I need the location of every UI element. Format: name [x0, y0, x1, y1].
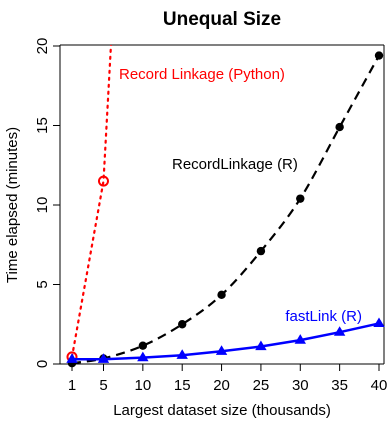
series-layer [66, 45, 385, 368]
series-line [70, 45, 113, 358]
x-tick-label: 35 [331, 377, 348, 394]
x-axis-label: Largest dataset size (thousands) [113, 402, 331, 419]
data-point [176, 349, 188, 359]
x-tick-label: 40 [371, 377, 388, 394]
data-point [137, 351, 149, 362]
x-tick-label: 20 [213, 377, 230, 394]
data-point [66, 353, 78, 363]
data-point [215, 345, 228, 355]
data-point [178, 320, 187, 329]
x-tick-label: 25 [253, 377, 270, 394]
x-tick-label: 15 [174, 377, 191, 394]
chart-title: Unequal Size [163, 9, 281, 30]
data-point [335, 122, 344, 132]
series-fastlink-r [66, 317, 385, 363]
series-label: Record Linkage (Python) [119, 66, 285, 83]
data-point [294, 334, 306, 344]
data-point [217, 290, 226, 300]
data-point [256, 246, 266, 256]
y-tick-label: 5 [34, 280, 51, 288]
x-tick-label: 1 [68, 377, 76, 394]
series-label: fastLink (R) [285, 308, 362, 325]
data-point [333, 326, 346, 336]
y-tick-label: 15 [34, 117, 51, 134]
data-point [373, 317, 385, 328]
data-point [97, 353, 110, 363]
y-tick-label: 10 [34, 197, 51, 214]
series-label: RecordLinkage (R) [172, 156, 298, 173]
y-axis: 0 5 10 15 20 [34, 38, 60, 368]
data-point [255, 340, 267, 351]
x-tick-label: 30 [292, 377, 309, 394]
series-labels: Record Linkage (Python) RecordLinkage (R)… [119, 66, 362, 325]
data-point [97, 175, 109, 187]
x-tick-label: 10 [135, 377, 152, 394]
y-tick-label: 0 [34, 360, 51, 368]
data-point [374, 51, 384, 60]
x-axis: 1 5 10 15 20 25 30 35 40 [68, 364, 388, 394]
x-tick-label: 5 [99, 377, 107, 394]
data-point [138, 341, 148, 350]
series-line [71, 55, 380, 364]
data-point [296, 194, 305, 203]
y-axis-label: Time elapsed (minutes) [4, 127, 21, 283]
series-record-linkage-python [66, 45, 113, 363]
y-tick-label: 20 [34, 38, 51, 55]
